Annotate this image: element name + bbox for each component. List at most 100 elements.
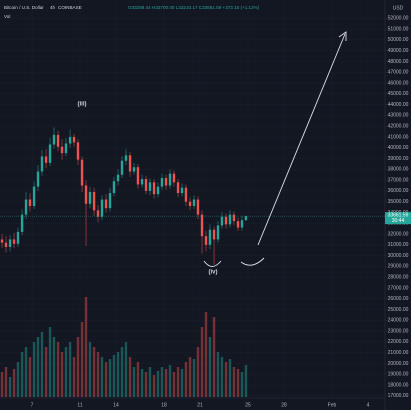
volume-bar <box>152 375 156 397</box>
y-tick-label: 44000.00 <box>388 102 409 108</box>
candle-body <box>40 156 44 172</box>
candle-body <box>136 167 140 185</box>
x-tick-label: 11 <box>77 402 82 408</box>
volume-bar <box>200 327 204 397</box>
candle-body <box>232 214 236 222</box>
volume-bar <box>196 347 200 397</box>
volume-bar <box>0 372 4 397</box>
y-tick-label: 37000.00 <box>388 177 409 183</box>
candle-body <box>236 221 240 228</box>
candle-body <box>104 199 108 209</box>
candle-body <box>224 216 228 225</box>
candle-body <box>20 214 24 232</box>
candle-body <box>52 134 56 145</box>
candles <box>0 127 248 266</box>
volume-bar <box>24 347 28 397</box>
candle-body <box>140 179 144 185</box>
candle-body <box>24 199 28 215</box>
candle-body <box>88 191 92 204</box>
y-tick-label: 35000.00 <box>388 199 409 205</box>
volume-bar <box>204 312 208 397</box>
x-tick-label: 25 <box>245 402 251 408</box>
volume-bar <box>168 365 172 397</box>
last-price-box <box>385 212 411 225</box>
volume-bar <box>216 352 220 397</box>
price-axis: 17000.00 18000.00 19000.00 20000.00 21000.00… <box>385 16 409 399</box>
volume-bar <box>68 342 72 397</box>
volume-bar <box>104 362 108 397</box>
grid <box>0 0 385 398</box>
volume-bar <box>208 337 212 397</box>
y-tick-label: 24000.00 <box>388 318 409 324</box>
volume-bar <box>176 367 180 397</box>
volume-bar <box>20 352 24 397</box>
y-tick-label: 23000.00 <box>388 328 409 334</box>
y-tick-label: 51000.00 <box>388 26 409 32</box>
volume-bar <box>52 337 56 397</box>
y-tick-label: 22000.00 <box>388 339 409 345</box>
candle-body <box>12 239 16 244</box>
y-tick-label: 18000.00 <box>388 382 409 388</box>
candle-body <box>92 191 96 211</box>
x-tick-label: 14 <box>113 402 119 408</box>
candle-body <box>240 220 244 228</box>
volume-bar <box>80 322 84 397</box>
y-tick-label: 36000.00 <box>388 188 409 194</box>
candle-body <box>244 216 248 221</box>
arrow-head <box>338 31 347 41</box>
candle-body <box>48 144 52 163</box>
y-tick-label: 39000.00 <box>388 156 409 162</box>
y-tick-label: 20000.00 <box>388 361 409 367</box>
candle-body <box>176 182 180 194</box>
y-tick-label: 19000.00 <box>388 372 409 378</box>
candle-body <box>208 229 212 245</box>
candle-body <box>144 179 148 191</box>
volume-bar <box>228 359 232 397</box>
candle-body <box>204 236 208 245</box>
candle-body <box>76 142 80 160</box>
volume-label: Vol <box>4 14 10 19</box>
candle-body <box>220 216 224 226</box>
candle-body <box>188 201 192 207</box>
volume-bar <box>96 352 100 397</box>
candle-body <box>116 174 120 182</box>
candle-body <box>56 134 60 147</box>
candle-body <box>200 214 204 237</box>
y-tick-label: 46000.00 <box>388 80 409 86</box>
candle-body <box>164 177 168 186</box>
candle-body <box>68 136 72 144</box>
volume-bar <box>128 357 132 397</box>
volume-bar <box>4 367 8 397</box>
volume-bar <box>116 352 120 397</box>
y-tick-label: 41000.00 <box>388 134 409 140</box>
candle-body <box>84 185 88 204</box>
y-tick-label: 28000.00 <box>388 275 409 281</box>
candle-body <box>196 199 200 215</box>
volume-bar <box>64 347 68 397</box>
y-tick-label: 43000.00 <box>388 113 409 119</box>
candle-body <box>64 143 68 154</box>
candle-body <box>8 239 12 247</box>
volume-bar <box>244 365 248 397</box>
x-tick-label: 21 <box>197 402 203 408</box>
x-tick-label: 18 <box>161 402 167 408</box>
x-tick-label: Feb <box>328 402 337 408</box>
candle-body <box>172 173 176 183</box>
y-tick-label: 26000.00 <box>388 296 409 302</box>
candle-body <box>216 225 220 240</box>
candle-body <box>160 177 164 187</box>
exchange: COINBASE <box>58 5 82 10</box>
volume-bar <box>240 372 244 397</box>
volume-bar <box>32 342 36 397</box>
volume-bar <box>72 357 76 397</box>
candle-body <box>180 187 184 194</box>
candle-body <box>108 193 112 209</box>
volume-bar <box>224 362 228 397</box>
candle-body <box>4 242 8 247</box>
wave-label: (iv) <box>209 270 218 276</box>
candle-body <box>128 155 132 172</box>
candle-body <box>32 186 36 207</box>
volume-bar <box>172 372 176 397</box>
volume-bar <box>48 327 52 397</box>
